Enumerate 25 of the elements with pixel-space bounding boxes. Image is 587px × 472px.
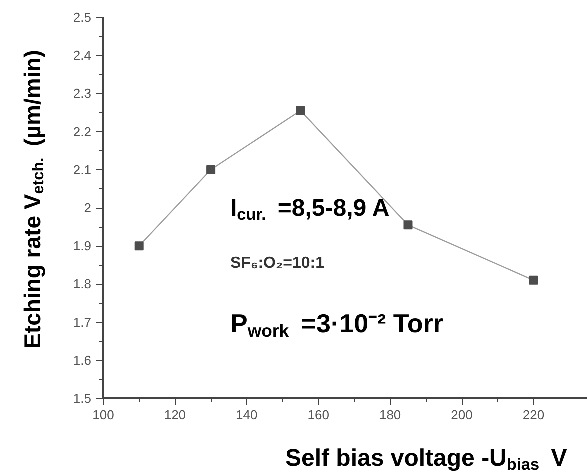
point <box>404 220 413 230</box>
y-tick-label: 2.4 <box>73 48 92 64</box>
point <box>134 242 144 251</box>
x-tick-label: 120 <box>164 408 186 422</box>
y-tick-label: 2.5 <box>73 10 92 25</box>
y-tick-label: 2.1 <box>73 162 92 178</box>
annotation: SF₆:O₂=10:1 <box>230 255 325 272</box>
y-tick-label: 1.5 <box>73 391 92 406</box>
point <box>206 165 216 174</box>
y-tick-label: 1.8 <box>73 276 92 292</box>
x-tick-label: 220 <box>522 408 545 422</box>
point <box>529 276 538 285</box>
y-tick-label: 1.7 <box>73 314 92 330</box>
x-tick-label: 180 <box>379 408 402 422</box>
point <box>296 106 306 116</box>
x-tick-label: 160 <box>308 408 330 422</box>
x-tick-label: 100 <box>92 408 114 422</box>
y-tick-label: 2.2 <box>73 124 92 140</box>
y-tick-label: 2 <box>84 200 92 216</box>
y-tick-label: 1.9 <box>73 238 92 254</box>
y-tick-label: 1.6 <box>73 352 92 368</box>
x-tick-label: 140 <box>236 408 258 422</box>
y-axis-title: Etching rate Vetch. (µm/min) <box>20 50 48 349</box>
y-tick-label: 2.3 <box>73 86 92 102</box>
x-tick-label: 200 <box>451 408 473 422</box>
